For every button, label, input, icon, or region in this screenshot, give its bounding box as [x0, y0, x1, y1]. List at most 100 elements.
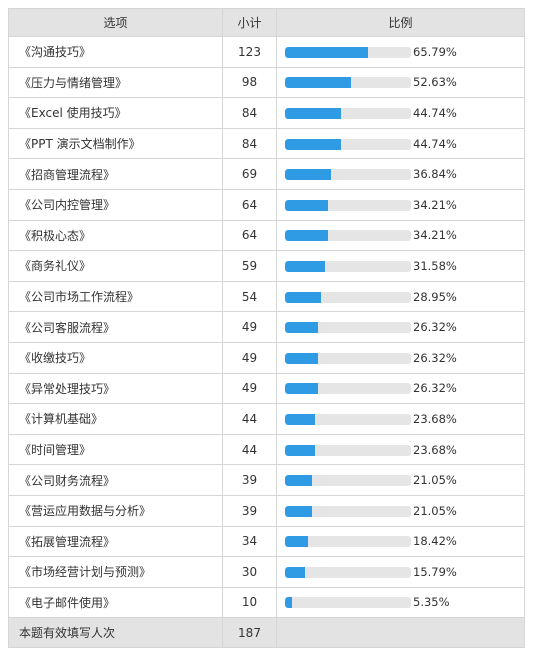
header-count: 小计 [222, 8, 277, 37]
option-label: 《积极心态》 [8, 219, 223, 252]
table-row: 《PPT 演示文档制作》 84 44.74% [8, 127, 525, 160]
ratio-cell: 26.32% [276, 341, 525, 374]
option-count: 59 [222, 250, 277, 282]
option-label: 《商务礼仪》 [8, 250, 223, 282]
option-count: 10 [222, 586, 277, 619]
footer-row: 本题有效填写人次 187 [8, 617, 525, 649]
progress-track [285, 77, 411, 89]
option-count: 30 [222, 556, 277, 588]
option-label: 《时间管理》 [8, 433, 223, 466]
percent-label: 21.05% [413, 503, 457, 518]
table-row: 《异常处理技巧》 49 26.32% [8, 372, 525, 405]
progress-track [285, 260, 411, 272]
percent-label: 44.74% [413, 105, 457, 120]
footer-count: 187 [222, 617, 277, 649]
ratio-cell: 5.35% [276, 586, 525, 619]
option-count: 84 [222, 97, 277, 129]
percent-label: 23.68% [413, 411, 457, 426]
option-count: 64 [222, 219, 277, 252]
table-row: 《Excel 使用技巧》 84 44.74% [8, 97, 525, 129]
ratio-cell: 23.68% [276, 403, 525, 435]
progress-fill [285, 413, 315, 425]
footer-empty [276, 617, 525, 649]
progress-fill [285, 199, 329, 211]
option-count: 49 [222, 311, 277, 343]
results-body: 《沟通技巧》 123 65.79% 《压力与情绪管理》 98 52.63% 《Excel 使… [8, 36, 525, 619]
table-row: 《沟通技巧》 123 65.79% [8, 36, 525, 68]
percent-label: 34.21% [413, 228, 457, 243]
option-label: 《压力与情绪管理》 [8, 66, 223, 99]
percent-label: 34.21% [413, 197, 457, 212]
progress-track [285, 383, 411, 395]
table-row: 《公司客服流程》 49 26.32% [8, 311, 525, 343]
ratio-cell: 26.32% [276, 311, 525, 343]
percent-label: 21.05% [413, 473, 457, 488]
table-row: 《时间管理》 44 23.68% [8, 433, 525, 466]
progress-fill [285, 46, 368, 58]
progress-track [285, 107, 411, 119]
option-label: 《Excel 使用技巧》 [8, 97, 223, 129]
progress-track [285, 199, 411, 211]
option-count: 49 [222, 341, 277, 374]
option-label: 《电子邮件使用》 [8, 586, 223, 619]
progress-fill [285, 260, 325, 272]
ratio-cell: 36.84% [276, 158, 525, 190]
percent-label: 31.58% [413, 258, 457, 273]
progress-track [285, 536, 411, 548]
header-ratio: 比例 [276, 8, 525, 37]
percent-label: 5.35% [413, 595, 450, 610]
option-label: 《营运应用数据与分析》 [8, 494, 223, 527]
header-option: 选项 [8, 8, 223, 37]
table-row: 《拓展管理流程》 34 18.42% [8, 525, 525, 558]
progress-track [285, 475, 411, 487]
progress-track [285, 138, 411, 150]
percent-label: 15.79% [413, 564, 457, 579]
progress-fill [285, 352, 319, 364]
progress-fill [285, 505, 312, 517]
option-count: 34 [222, 525, 277, 558]
progress-track [285, 566, 411, 578]
ratio-cell: 23.68% [276, 433, 525, 466]
table-row: 《收缴技巧》 49 26.32% [8, 341, 525, 374]
percent-label: 26.32% [413, 320, 457, 335]
option-count: 39 [222, 494, 277, 527]
survey-results: 选项 小计 比例 《沟通技巧》 123 65.79% 《压力与情绪管理》 98 52.63… [8, 8, 525, 649]
option-label: 《PPT 演示文档制作》 [8, 127, 223, 160]
percent-label: 36.84% [413, 167, 457, 182]
percent-label: 26.32% [413, 381, 457, 396]
progress-fill [285, 107, 342, 119]
progress-track [285, 46, 411, 58]
option-count: 64 [222, 188, 277, 221]
ratio-cell: 31.58% [276, 250, 525, 282]
percent-label: 52.63% [413, 75, 457, 90]
option-count: 54 [222, 280, 277, 313]
ratio-cell: 18.42% [276, 525, 525, 558]
option-label: 《公司市场工作流程》 [8, 280, 223, 313]
progress-fill [285, 383, 319, 395]
progress-fill [285, 566, 305, 578]
results-table: 选项 小计 比例 《沟通技巧》 123 65.79% 《压力与情绪管理》 98 52.63… [8, 8, 525, 649]
percent-label: 28.95% [413, 289, 457, 304]
header-row: 选项 小计 比例 [8, 8, 525, 37]
ratio-cell: 21.05% [276, 464, 525, 496]
ratio-cell: 52.63% [276, 66, 525, 99]
progress-track [285, 169, 411, 181]
percent-label: 18.42% [413, 534, 457, 549]
table-row: 《公司财务流程》 39 21.05% [8, 464, 525, 496]
progress-fill [285, 291, 322, 303]
option-count: 84 [222, 127, 277, 160]
table-row: 《营运应用数据与分析》 39 21.05% [8, 494, 525, 527]
table-row: 《压力与情绪管理》 98 52.63% [8, 66, 525, 99]
option-count: 69 [222, 158, 277, 190]
percent-label: 26.32% [413, 350, 457, 365]
progress-track [285, 597, 411, 609]
percent-label: 44.74% [413, 136, 457, 151]
progress-fill [285, 138, 342, 150]
option-label: 《公司客服流程》 [8, 311, 223, 343]
table-row: 《公司内控管理》 64 34.21% [8, 188, 525, 221]
ratio-cell: 65.79% [276, 36, 525, 68]
ratio-cell: 44.74% [276, 97, 525, 129]
progress-track [285, 505, 411, 517]
table-row: 《计算机基础》 44 23.68% [8, 403, 525, 435]
option-count: 44 [222, 403, 277, 435]
